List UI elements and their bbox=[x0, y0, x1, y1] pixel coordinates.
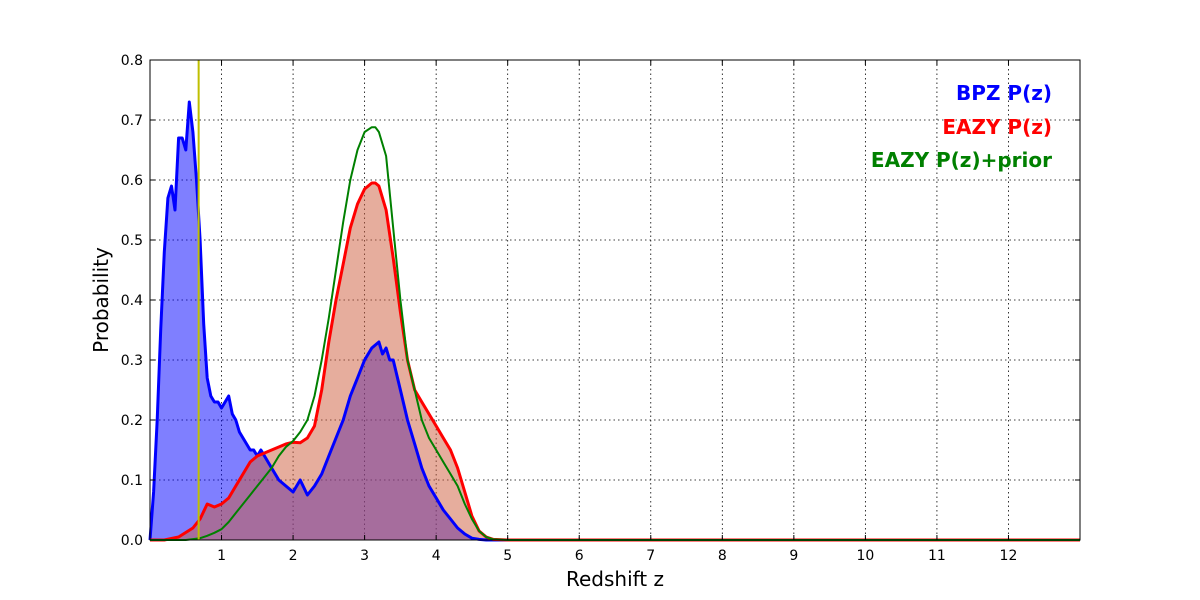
y-tick-label-6: 0.6 bbox=[121, 173, 143, 189]
series-line-2 bbox=[150, 126, 1080, 541]
x-tick-label-1: 2 bbox=[289, 548, 298, 564]
x-tick-label-0: 1 bbox=[217, 548, 226, 564]
x-tick-label-4: 5 bbox=[503, 548, 512, 564]
x-tick-label-3: 4 bbox=[432, 548, 441, 564]
x-tick-label-7: 8 bbox=[718, 548, 727, 564]
x-tick-label-5: 6 bbox=[575, 548, 584, 564]
y-tick-label-5: 0.5 bbox=[121, 233, 143, 249]
legend: BPZ P(z) EAZY P(z) EAZY P(z)+prior bbox=[871, 81, 1052, 172]
x-tick-label-6: 7 bbox=[646, 548, 655, 564]
x-axis-label: Redshift z bbox=[566, 567, 664, 591]
y-tick-label-1: 0.1 bbox=[121, 473, 143, 489]
series-line-0 bbox=[148, 100, 1080, 542]
y-tick-label-2: 0.2 bbox=[121, 413, 143, 429]
x-tick-label-10: 11 bbox=[928, 548, 946, 564]
legend-entry-bpz: BPZ P(z) bbox=[956, 81, 1052, 105]
x-tick-label-11: 12 bbox=[1000, 548, 1018, 564]
axis-ticks: 1 2 3 4 5 6 7 8 9 10 11 120.00.10.20.30.40.50.60.70… bbox=[121, 53, 1080, 564]
legend-entry-eazy-prior: EAZY P(z)+prior bbox=[871, 148, 1052, 172]
y-tick-label-0: 0.0 bbox=[121, 533, 143, 549]
series-fills bbox=[150, 102, 1080, 540]
series-line-1 bbox=[150, 181, 1080, 542]
x-tick-label-2: 3 bbox=[360, 548, 369, 564]
x-tick-label-8: 9 bbox=[789, 548, 798, 564]
series-lines bbox=[148, 100, 1080, 542]
y-axis-label: Probability bbox=[89, 247, 113, 353]
x-tick-label-9: 10 bbox=[856, 548, 874, 564]
y-tick-label-3: 0.3 bbox=[121, 353, 143, 369]
y-tick-label-8: 0.8 bbox=[121, 53, 143, 69]
grid bbox=[150, 60, 1080, 540]
y-tick-label-7: 0.7 bbox=[121, 113, 143, 129]
y-tick-label-4: 0.4 bbox=[121, 293, 143, 309]
series-fill-1 bbox=[150, 183, 1080, 540]
legend-entry-eazy: EAZY P(z) bbox=[942, 115, 1052, 139]
